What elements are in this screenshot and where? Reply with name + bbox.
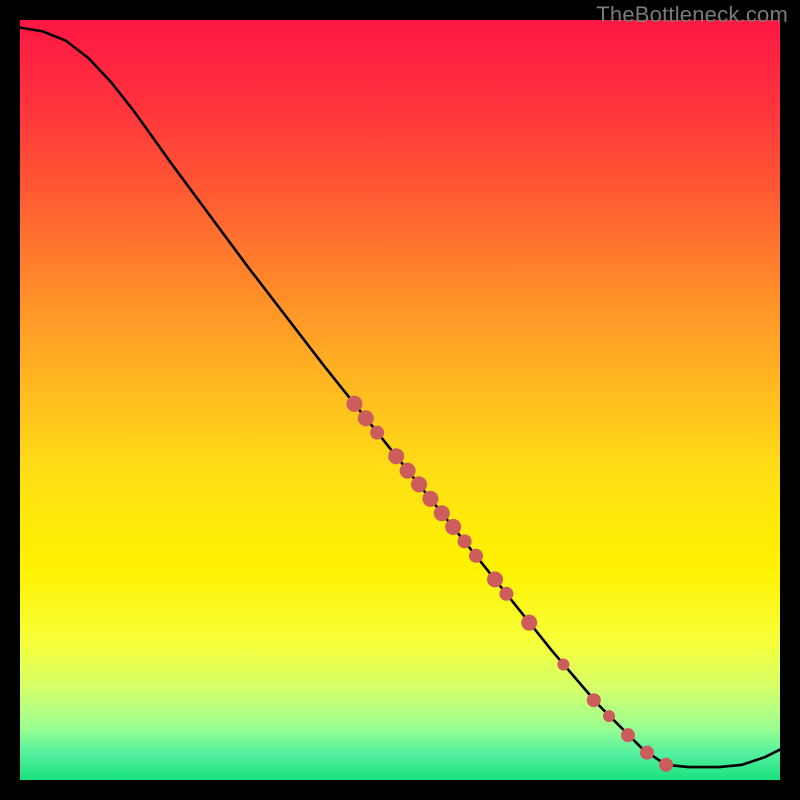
data-marker — [521, 615, 537, 631]
data-marker — [487, 571, 503, 587]
data-marker — [458, 534, 472, 548]
data-marker — [346, 396, 362, 412]
gradient-background — [20, 20, 780, 780]
data-marker — [400, 463, 416, 479]
data-marker — [434, 505, 450, 521]
data-marker — [621, 728, 635, 742]
data-marker — [659, 758, 673, 772]
bottleneck-chart — [20, 20, 780, 780]
data-marker — [422, 491, 438, 507]
data-marker — [370, 426, 384, 440]
data-marker — [445, 519, 461, 535]
data-marker — [557, 658, 569, 670]
data-marker — [499, 587, 513, 601]
data-marker — [358, 410, 374, 426]
data-marker — [411, 476, 427, 492]
data-marker — [603, 710, 615, 722]
data-marker — [388, 448, 404, 464]
watermark-text: TheBottleneck.com — [596, 2, 788, 28]
data-marker — [640, 746, 654, 760]
data-marker — [587, 693, 601, 707]
data-marker — [469, 549, 483, 563]
